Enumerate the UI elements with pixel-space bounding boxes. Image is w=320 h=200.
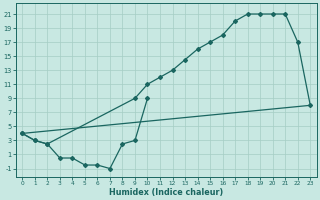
X-axis label: Humidex (Indice chaleur): Humidex (Indice chaleur) xyxy=(109,188,223,197)
